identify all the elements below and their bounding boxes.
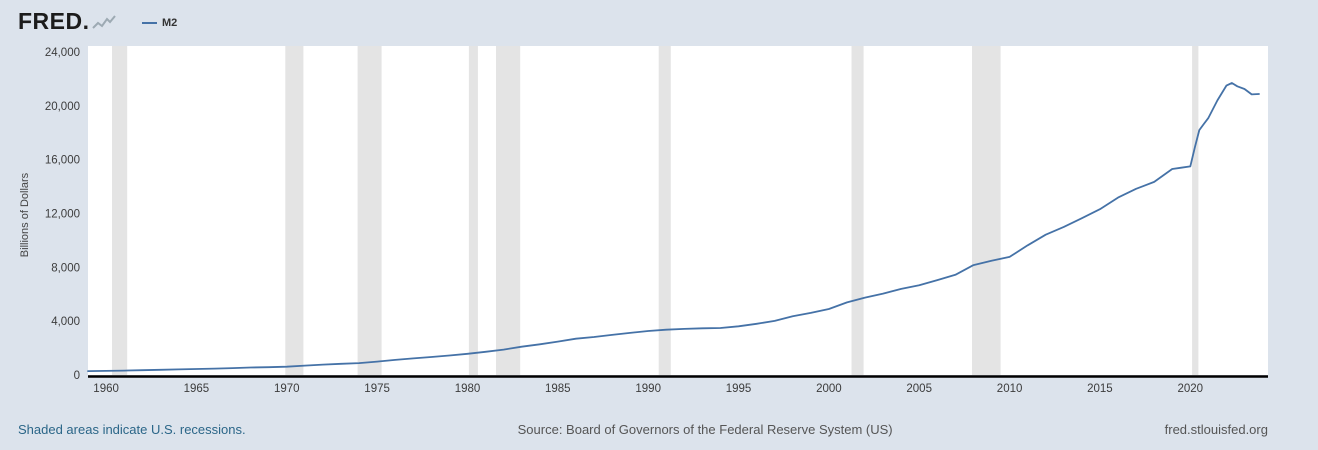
recession-note-link[interactable]: Shaded areas indicate U.S. recessions. [18,422,246,437]
svg-text:2015: 2015 [1087,383,1113,395]
svg-text:0: 0 [74,370,80,382]
svg-text:1995: 1995 [726,383,752,395]
svg-text:2010: 2010 [997,383,1023,395]
svg-text:12,000: 12,000 [45,209,80,221]
fred-logo[interactable]: FRED. [18,7,116,34]
fred-site-link[interactable]: fred.stlouisfed.org [1164,422,1268,437]
chart-legend: M2 [142,17,177,29]
svg-text:1980: 1980 [455,383,481,395]
recession-bars [112,46,1199,375]
legend-line-swatch [142,22,158,24]
x-axis-tick-labels: 1960 1965 1970 1975 1980 1985 1990 1995 2000 2005… [93,383,1203,395]
footer: Shaded areas indicate U.S. recessions. S… [0,422,1318,437]
svg-text:2020: 2020 [1178,383,1204,395]
y-axis-tick-labels: 0 4,000 8,000 12,000 16,000 20,000 24,000 [45,47,80,382]
plot-background [88,46,1268,375]
svg-text:8,000: 8,000 [51,262,80,274]
m2-line [87,82,1260,373]
svg-text:20,000: 20,000 [45,101,80,113]
svg-text:16,000: 16,000 [45,155,80,167]
svg-text:1975: 1975 [364,383,390,395]
fred-logo-sparkline-icon [92,14,116,29]
svg-text:1970: 1970 [274,383,300,395]
svg-text:2005: 2005 [906,383,932,395]
svg-text:2000: 2000 [816,383,842,395]
svg-text:1960: 1960 [93,383,119,395]
svg-text:4,000: 4,000 [51,316,80,328]
source-text[interactable]: Source: Board of Governors of the Federa… [517,422,893,437]
fred-logo-text: FRED [18,7,83,34]
svg-text:24,000: 24,000 [45,47,80,59]
legend-series-label: M2 [162,17,178,29]
svg-text:1990: 1990 [635,383,661,395]
svg-text:1965: 1965 [184,383,210,395]
fred-logo-mark: . [82,7,90,34]
header: FRED. M2 [18,6,177,36]
svg-text:1985: 1985 [545,383,571,395]
